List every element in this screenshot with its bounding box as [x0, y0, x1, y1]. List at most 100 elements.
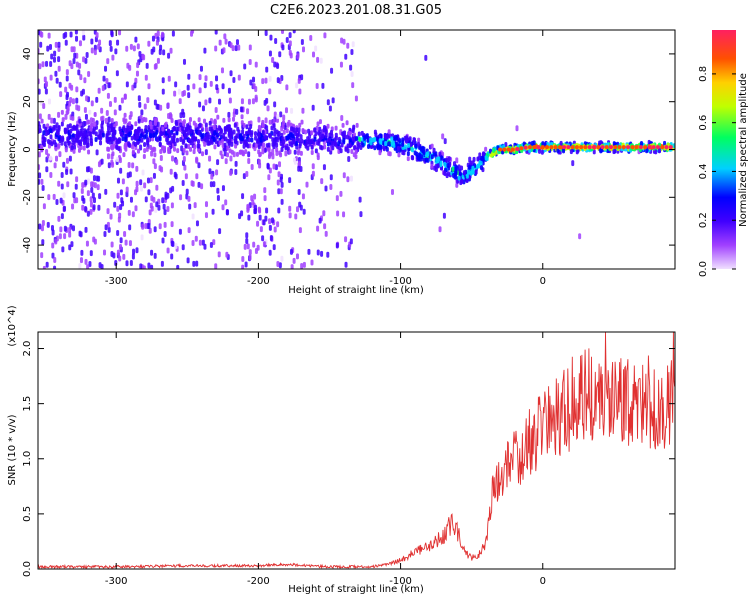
spectrogram-cell: [234, 143, 238, 149]
snr-y-label: SNR (10 * v/v): [7, 414, 18, 485]
spectrogram-peak: [553, 145, 558, 150]
spectrogram-cell: [158, 141, 162, 147]
spectrogram-cell: [68, 155, 72, 162]
spectrogram-cell: [111, 131, 115, 137]
spectrogram-cell: [480, 156, 484, 162]
spectrogram-cell: [247, 137, 251, 143]
spectrogram-cell: [223, 126, 227, 132]
spectrogram-cell: [49, 128, 53, 134]
spectrogram-cell: [246, 243, 250, 250]
spectrogram-cell: [159, 154, 163, 161]
spectrogram-cell: [149, 121, 153, 127]
spectrogram-cell: [267, 142, 271, 148]
spectrogram-cell: [161, 145, 165, 151]
spectrogram-cell: [373, 145, 377, 151]
spectrogram-cell: [116, 229, 120, 236]
colorbar-tick-label: 0.8: [698, 66, 709, 82]
spectrogram-cell: [247, 98, 251, 105]
spectrogram-cell: [48, 43, 52, 50]
spectrogram-cell: [69, 168, 73, 175]
spectrogram-cell: [342, 211, 346, 218]
spectrogram-cell: [203, 118, 207, 124]
spectrogram-cell: [277, 171, 281, 178]
spectrogram-cell: [330, 129, 334, 135]
spectrogram-cell: [156, 30, 160, 37]
spectrogram-cell: [218, 140, 222, 146]
spectrogram-cell: [53, 50, 57, 57]
spectrogram-cell: [63, 141, 67, 147]
spectrogram-cell: [61, 117, 65, 123]
snr-frame: [37, 331, 676, 570]
spectrogram-cell: [339, 148, 343, 154]
spectrogram-cell: [228, 97, 232, 104]
spectrogram-cell: [234, 168, 238, 175]
spectrogram-cell: [298, 227, 302, 234]
spectrogram-cell: [150, 205, 154, 212]
spectrogram-cell: [281, 123, 285, 129]
spectrogram-cell: [198, 74, 202, 81]
spectrogram-cell: [47, 113, 51, 120]
spectrogram-cell: [166, 128, 170, 134]
spectrogram-cell: [195, 156, 199, 163]
spectrogram-cell: [314, 148, 318, 154]
spectrogram-cell: [75, 197, 79, 204]
spectrogram-cell: [170, 136, 174, 142]
spectrogram-cell: [393, 134, 397, 140]
spectrogram-cell: [235, 108, 239, 115]
spectrogram-cell: [406, 156, 410, 162]
spectrogram-cell: [383, 133, 387, 139]
spectrogram-cell: [143, 142, 147, 148]
spectrogram-cell: [492, 147, 496, 153]
spectrogram-cell: [578, 233, 582, 240]
spectrogram-cell: [167, 146, 171, 152]
spectrogram-cell: [243, 243, 247, 250]
snr-series: [38, 332, 675, 569]
spectrogram-cell: [66, 105, 70, 112]
spectrogram-cell: [329, 183, 333, 190]
spectrogram-cell: [248, 44, 252, 51]
spectrogram-cell: [139, 263, 143, 269]
spectrogram-cell: [89, 201, 93, 208]
spectrogram-cell: [107, 226, 111, 233]
spectrogram-cell: [344, 261, 348, 268]
spectrogram-cell: [50, 53, 54, 60]
spectrogram-cell: [71, 111, 75, 118]
spectrogram-cell: [79, 141, 83, 147]
spectrogram-cell: [158, 223, 162, 230]
spectrogram-cell: [118, 255, 122, 262]
spectrogram-y-label: Frequency (Hz): [7, 111, 18, 187]
spectrogram-cell: [96, 184, 100, 191]
spectrogram-cell: [41, 61, 45, 68]
spectrogram-cell: [281, 30, 285, 35]
spectrogram-cell: [351, 41, 355, 48]
spectrogram-cell: [134, 121, 138, 127]
spectrogram-cell: [46, 45, 50, 52]
spectrogram-cell: [515, 125, 519, 132]
spectrogram-cell: [268, 133, 272, 139]
spectrogram-cell: [135, 186, 139, 193]
spectrogram-cell: [405, 137, 409, 143]
spectrogram-cell: [240, 114, 244, 120]
spectrogram-cell: [220, 138, 224, 144]
spectrogram-cell: [41, 239, 45, 246]
spectrogram-cell: [354, 149, 358, 155]
x-tick-label: -200: [247, 576, 270, 587]
spectrogram-cell: [409, 141, 413, 147]
y-tick-label: 0.0: [22, 561, 33, 577]
spectrogram-cell: [276, 179, 280, 186]
spectrogram-cell: [135, 165, 139, 172]
spectrogram-cell: [313, 127, 317, 133]
spectrogram-cell: [237, 44, 241, 51]
spectrogram-cell: [90, 100, 94, 107]
spectrogram-cell: [133, 129, 137, 135]
spectrogram-cell: [97, 204, 101, 211]
spectrogram-cell: [323, 223, 327, 230]
spectrogram-cell: [176, 148, 180, 154]
spectrogram-cell: [65, 169, 69, 176]
spectrogram-cell: [183, 164, 187, 171]
spectrogram-cell: [376, 145, 380, 151]
spectrogram-cell: [57, 215, 61, 222]
spectrogram-cell: [41, 185, 45, 192]
